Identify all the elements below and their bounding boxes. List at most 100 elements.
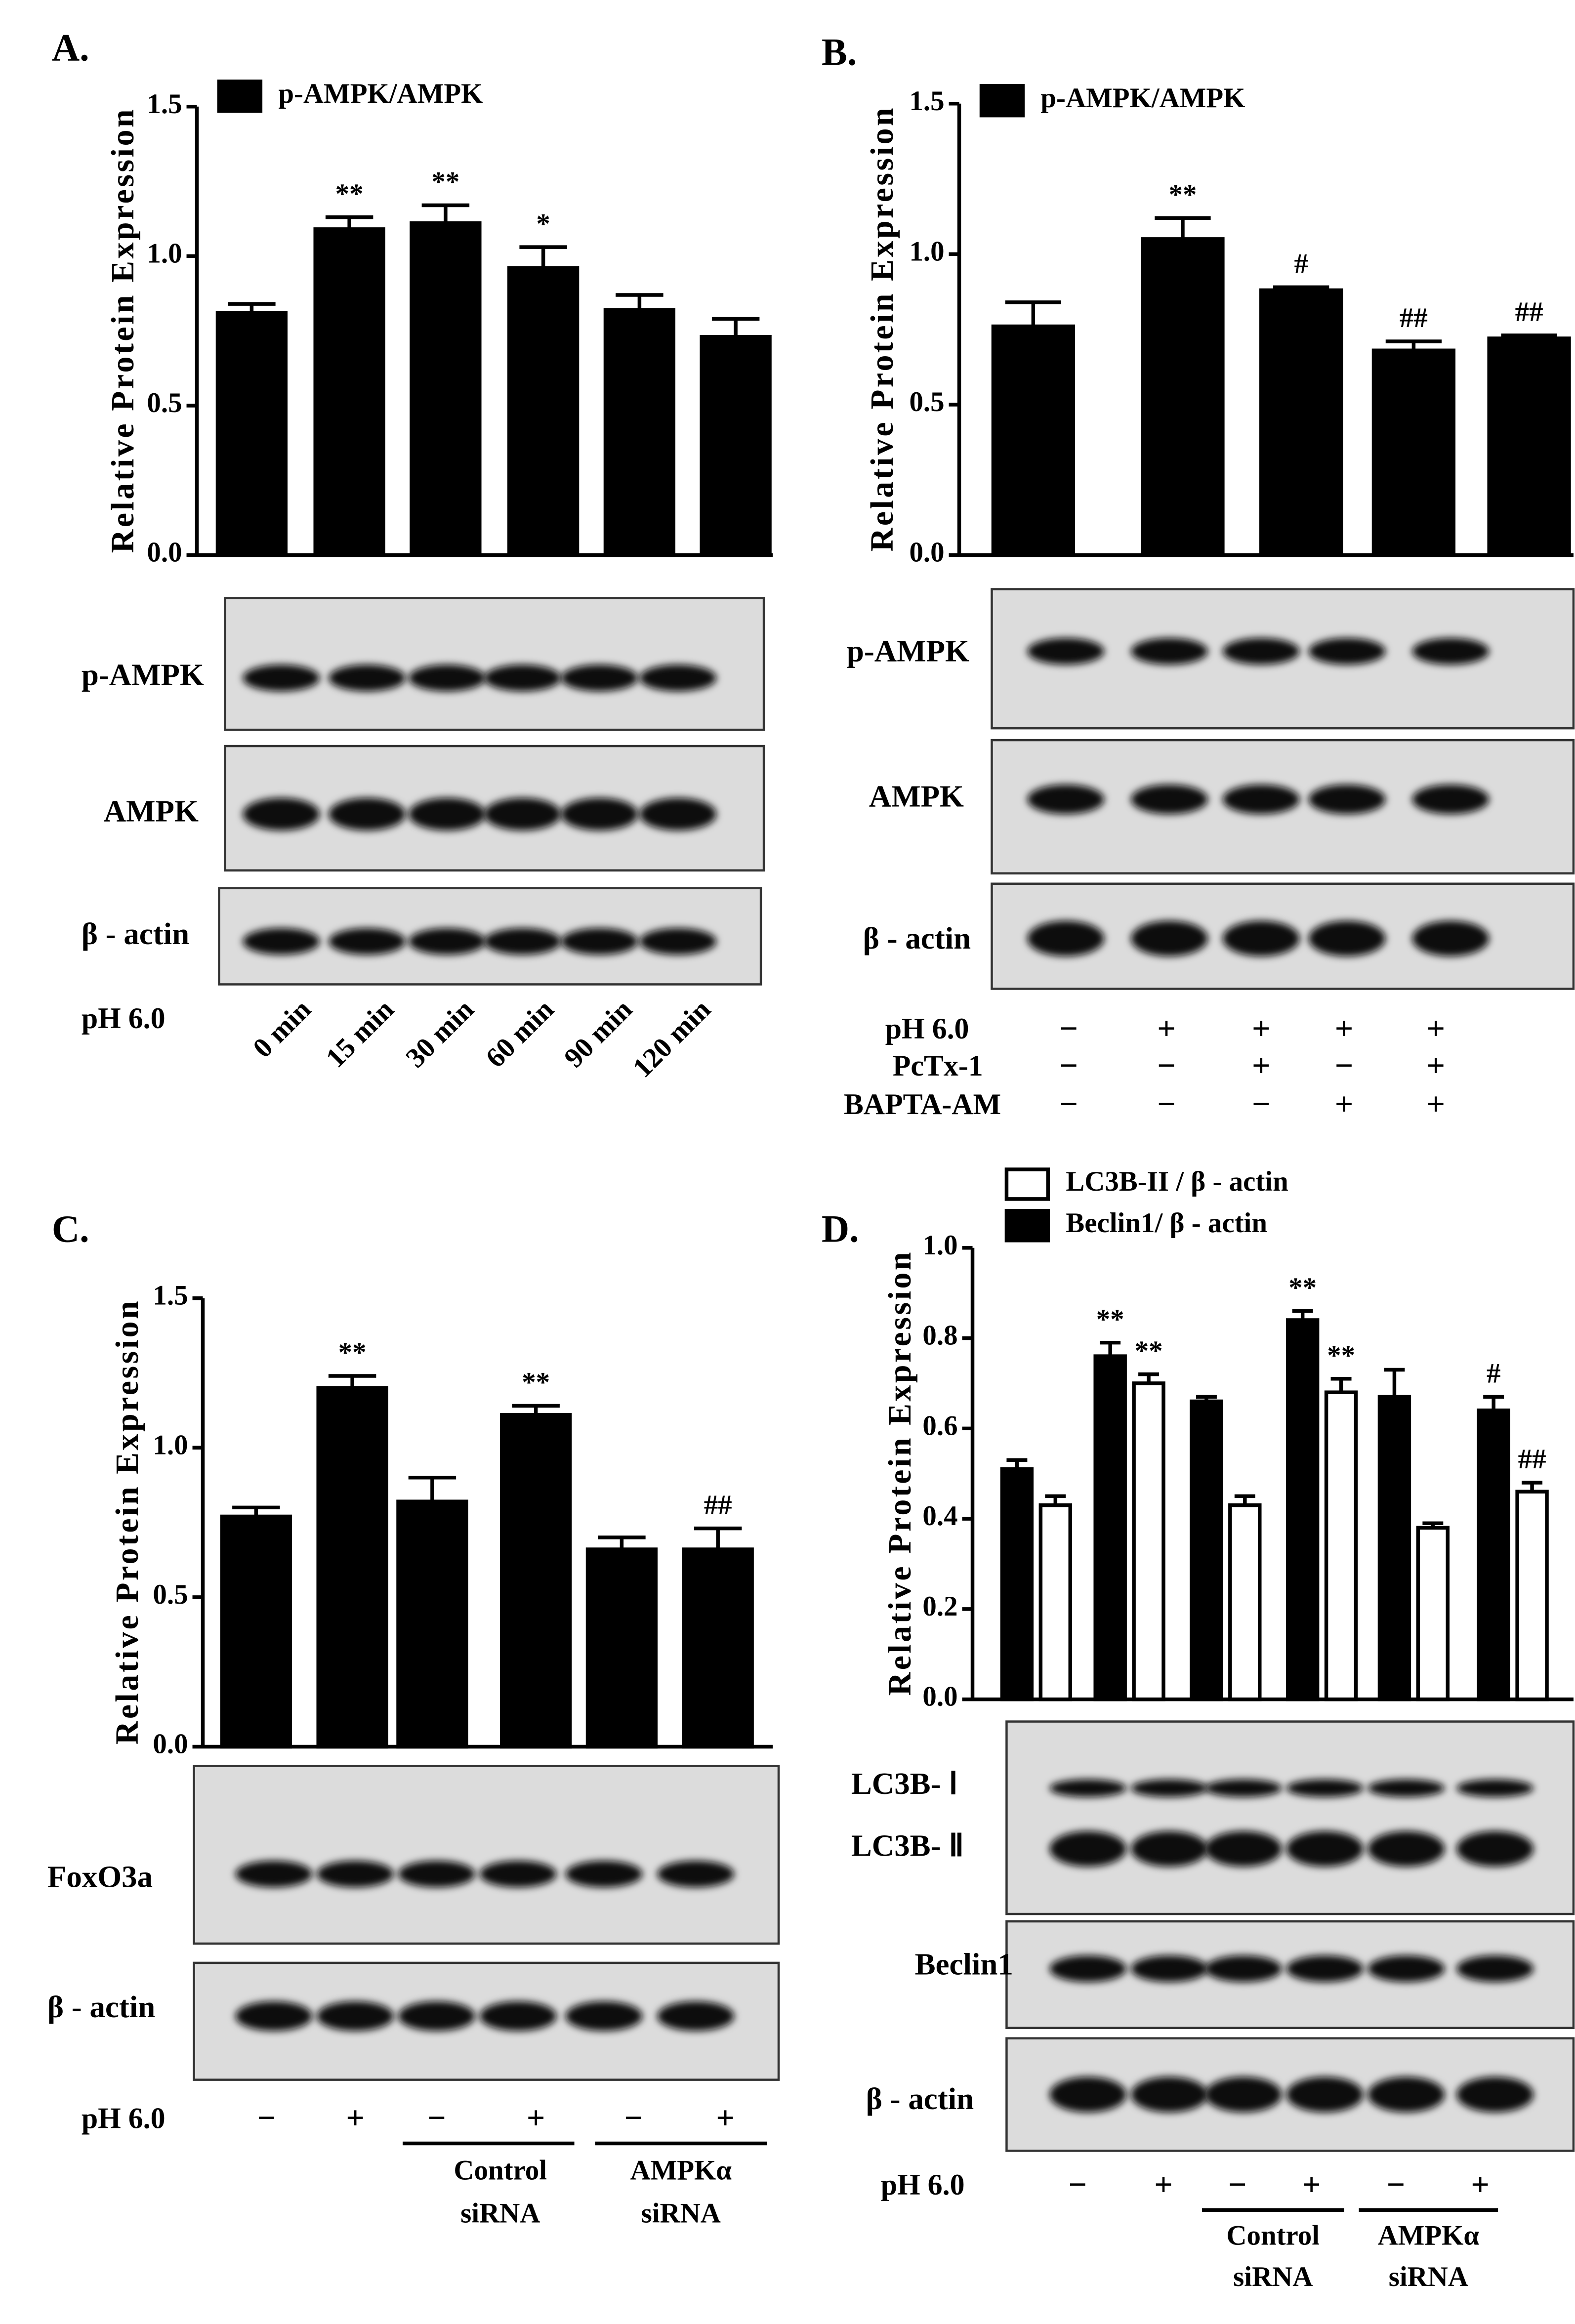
bar <box>1285 1318 1320 1702</box>
blot-label: p-AMPK <box>847 634 969 668</box>
legend-swatch <box>1004 1209 1050 1243</box>
treatment-sign: − <box>1068 2166 1087 2202</box>
significance: ## <box>1515 296 1543 328</box>
bar <box>215 311 288 557</box>
blot-band <box>1368 1831 1445 1867</box>
y-tick-label: 1.5 <box>153 1280 188 1311</box>
treatment-sign: − <box>1059 1010 1078 1046</box>
blot-band <box>235 2001 313 2031</box>
blot-band <box>561 797 638 830</box>
blot-band <box>484 664 561 692</box>
blot-band <box>1412 638 1490 665</box>
bar <box>220 1514 292 1749</box>
significance: ** <box>1096 1304 1124 1335</box>
blot-band <box>1308 920 1386 956</box>
blot-band <box>561 928 638 955</box>
blot-label: LC3B- Ⅰ <box>851 1766 958 1801</box>
x-tick-label: 90 min <box>558 994 638 1074</box>
treatment-sign: − <box>1335 1047 1354 1083</box>
blot-band <box>1308 784 1386 814</box>
significance: ## <box>1518 1444 1546 1475</box>
blot-band <box>398 1861 475 1888</box>
treatment-sign: + <box>716 2100 735 2136</box>
blot-band <box>1412 920 1490 956</box>
y-axis-label: Relative Protein Expression <box>882 1250 918 1696</box>
panel-label: A. <box>52 27 89 69</box>
blot-band <box>1049 1955 1127 1982</box>
blot-band <box>1286 1955 1364 1982</box>
blot-band <box>243 797 320 830</box>
y-tick-label: 1.0 <box>909 236 944 267</box>
treatment-sign: − <box>1059 1086 1078 1122</box>
significance: * <box>536 208 550 239</box>
blot-band <box>1049 1831 1127 1867</box>
treatment-label: pH 6.0 <box>82 2102 166 2134</box>
blot-band <box>484 928 561 955</box>
blot-band <box>484 797 561 830</box>
y-tick-label: 0.4 <box>922 1500 957 1532</box>
treatment-label: PcTx-1 <box>893 1049 983 1082</box>
bar <box>1228 1503 1262 1702</box>
blot-band <box>639 928 717 955</box>
legend-swatch <box>217 80 263 113</box>
x-tick-label: 0 min <box>247 994 317 1064</box>
treatment-label: pH 6.0 <box>881 2168 965 2201</box>
treatment-sign: + <box>1252 1010 1271 1046</box>
bar <box>1000 1467 1034 1702</box>
bar <box>396 1499 468 1749</box>
blot-band <box>1131 638 1208 665</box>
blot-label: LC3B- Ⅱ <box>851 1828 964 1863</box>
treatment-sign: + <box>1471 2166 1490 2202</box>
blot-band <box>657 2001 735 2031</box>
blot-band <box>1456 2076 1534 2113</box>
bar <box>1093 1354 1127 1702</box>
y-tick-label: 0.6 <box>922 1410 957 1441</box>
panel-label: D. <box>822 1208 859 1250</box>
blot-band <box>1456 1831 1534 1867</box>
blot-band <box>1049 1779 1127 1797</box>
legend-label: p-AMPK/AMPK <box>1040 83 1245 114</box>
blot-band <box>1027 638 1105 665</box>
treatment-sign: − <box>1157 1086 1176 1122</box>
blot-label: AMPK <box>869 779 964 813</box>
blot-band <box>1286 1831 1364 1867</box>
legend-swatch <box>1004 1167 1050 1201</box>
blot-label: FoxO3a <box>47 1860 153 1894</box>
y-tick-label: 0.5 <box>909 386 944 417</box>
blot <box>224 597 765 731</box>
treatment-sign: − <box>1387 2166 1406 2202</box>
bar <box>1141 237 1225 557</box>
significance: ** <box>431 166 459 198</box>
blot-band <box>1308 638 1386 665</box>
bar <box>1132 1381 1165 1702</box>
blot-band <box>317 1861 394 1888</box>
blot-band <box>317 2001 394 2031</box>
blot-band <box>479 1861 557 1888</box>
treatment-sign: + <box>1427 1010 1446 1046</box>
significance: ## <box>704 1490 732 1521</box>
bar <box>585 1547 658 1749</box>
bar <box>603 308 676 557</box>
blot-band <box>1222 784 1300 814</box>
treatment-sign: + <box>1335 1010 1354 1046</box>
y-axis-label: Relative Protein Expression <box>105 107 141 553</box>
blot-band <box>1131 784 1208 814</box>
group-label: siRNA <box>460 2198 540 2229</box>
bar <box>1477 1409 1510 1702</box>
blot-band <box>565 2001 643 2031</box>
panel: C. Relative Protein Expression 0.0 0.5 1.0 1.… <box>47 1208 780 2229</box>
bar <box>1324 1390 1358 1702</box>
significance: ** <box>1135 1335 1163 1367</box>
blot-band <box>1368 1955 1445 1982</box>
blot-band <box>1222 920 1300 956</box>
treatment-sign: + <box>527 2100 545 2136</box>
blot-band <box>1204 1831 1282 1867</box>
significance: ** <box>1288 1272 1317 1303</box>
x-tick-label: 15 min <box>320 994 400 1074</box>
y-tick-label: 0.2 <box>922 1591 957 1622</box>
group-label: siRNA <box>1233 2261 1313 2292</box>
treatment-sign: − <box>1059 1047 1078 1083</box>
blot-band <box>1204 2076 1282 2113</box>
